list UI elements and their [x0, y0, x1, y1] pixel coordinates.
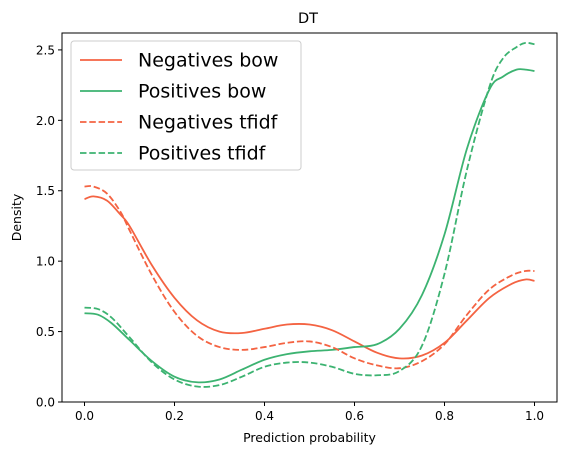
series-line-positives-tfidf [84, 41, 535, 388]
x-tick-label: 0.0 [75, 409, 94, 423]
x-axis-label: Prediction probability [243, 430, 376, 445]
x-tick-label: 0.6 [345, 409, 364, 423]
legend-label: Positives bow [138, 81, 266, 103]
x-tick-label: 0.4 [255, 409, 274, 423]
series-lines [84, 41, 535, 388]
y-tick-label: 1.5 [36, 184, 55, 198]
series-line-negatives-tfidf [84, 185, 535, 370]
y-axis-label: Density [9, 193, 24, 241]
axis-ticks: 0.0 0.2 0.4 0.6 0.8 1.0 0.0 0.5 1.0 1.5 2.0 2.5 [36, 43, 544, 423]
series-line-negatives-bow [84, 195, 535, 360]
chart-title: DT [298, 11, 318, 27]
y-tick-label: 0.5 [36, 325, 55, 339]
x-tick-label: 0.2 [165, 409, 184, 423]
y-tick-label: 1.0 [36, 255, 55, 269]
x-tick-label: 1.0 [525, 409, 544, 423]
legend-label: Negatives bow [138, 50, 278, 72]
legend-box [70, 40, 302, 171]
legend-label: Positives tfidf [138, 143, 267, 165]
y-tick-label: 2.5 [36, 43, 55, 57]
x-tick-label: 0.8 [435, 409, 454, 423]
y-tick-label: 0.0 [36, 396, 55, 410]
legend-label: Negatives tfidf [138, 112, 279, 134]
legend: Negatives bow Positives bow Negatives tfid… [70, 40, 302, 171]
series-line-positives-bow [84, 68, 535, 384]
plot-frame [61, 32, 558, 403]
y-tick-label: 2.0 [36, 114, 55, 128]
